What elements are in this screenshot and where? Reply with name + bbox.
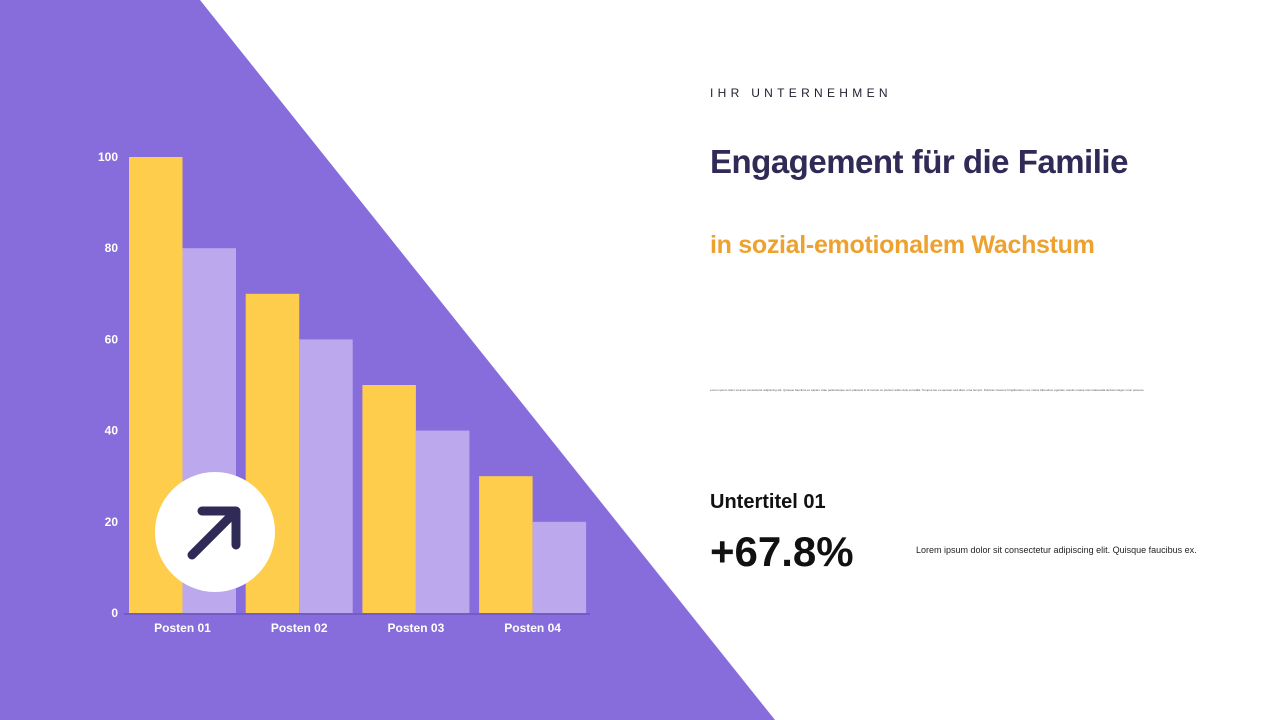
stat-value: +67.8% xyxy=(710,528,854,575)
growth-badge xyxy=(155,472,275,592)
eyebrow-label: IHR UNTERNEHMEN xyxy=(710,86,892,100)
body-text: Lorem ipsum dolor sit amet consectetur a… xyxy=(710,388,1145,392)
y-tick-label: 100 xyxy=(98,150,118,164)
y-tick-label: 0 xyxy=(111,606,118,620)
x-tick-label: Posten 04 xyxy=(504,621,561,635)
bar-chart: 0 20 40 60 80 100 Posten 01 Posten 02 Posten 03… xyxy=(98,150,590,635)
stat-label: Untertitel 01 xyxy=(710,491,826,513)
bar-secondary-4 xyxy=(532,521,587,613)
page-subtitle: in sozial-emotionalem Wachstum xyxy=(710,231,1095,259)
page-title: Engagement für die Familie xyxy=(710,143,1128,180)
x-tick-label: Posten 02 xyxy=(271,621,328,635)
bar-primary-3 xyxy=(362,385,416,613)
bar-secondary-3 xyxy=(415,430,470,613)
x-tick-label: Posten 03 xyxy=(388,621,445,635)
x-tick-label: Posten 01 xyxy=(154,621,211,635)
bar-primary-4 xyxy=(479,476,533,613)
y-tick-label: 20 xyxy=(105,515,119,529)
y-tick-label: 40 xyxy=(105,424,119,438)
bar-secondary-2 xyxy=(299,339,353,613)
arrow-up-right-icon xyxy=(187,506,241,560)
y-tick-label: 60 xyxy=(105,332,119,346)
stat-description: Lorem ipsum dolor sit consectetur adipis… xyxy=(916,545,1197,555)
y-tick-label: 80 xyxy=(105,241,119,255)
